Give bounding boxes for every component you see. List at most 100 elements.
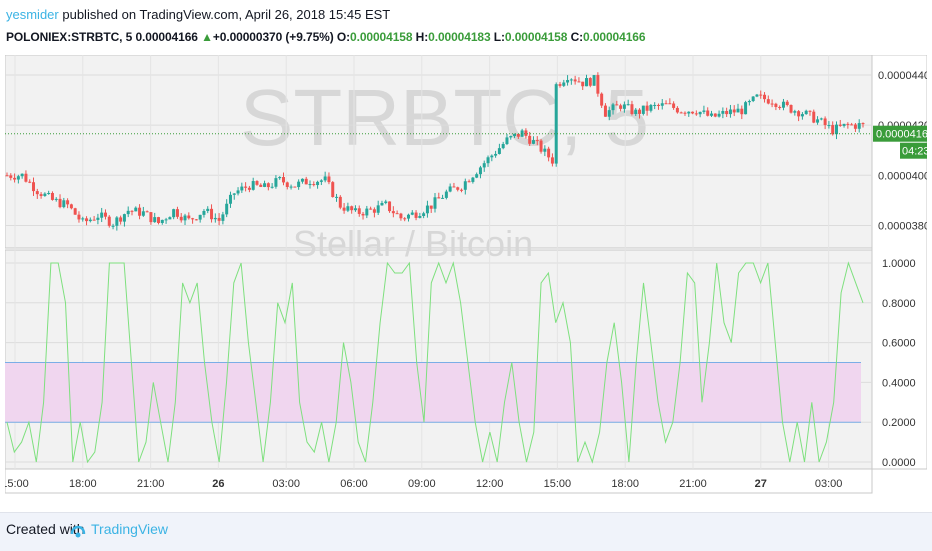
candle-body	[206, 208, 210, 212]
candle-body	[834, 124, 838, 135]
candle-body	[372, 209, 376, 213]
candle-body	[664, 103, 668, 105]
candle-body	[581, 81, 585, 87]
candle-body	[66, 200, 70, 205]
candle-body	[846, 123, 850, 125]
band-fill	[5, 362, 861, 423]
candle-body	[100, 212, 104, 218]
candle-body	[107, 216, 111, 226]
candle-body	[831, 125, 835, 135]
time-tick-labels: 15:00 18:00 21:00 26 03:00 06:00 09:00 12:00 15:…	[5, 478, 842, 490]
candle-body	[759, 94, 763, 96]
candle-body	[111, 225, 115, 227]
candle-body	[43, 193, 47, 196]
candle-body	[728, 109, 732, 115]
candle-body	[418, 216, 422, 218]
candle-body	[619, 105, 623, 109]
candle-body	[217, 217, 221, 221]
candle-body	[615, 104, 619, 106]
candle-body	[819, 118, 823, 120]
candle-body	[369, 208, 373, 210]
candle-body	[126, 210, 130, 215]
candle-body	[456, 187, 460, 190]
candle-body	[160, 219, 164, 223]
candle-body	[577, 81, 581, 83]
candle-body	[96, 217, 100, 220]
candle-body	[335, 196, 339, 198]
osc-tick-label: 0.0000	[882, 457, 916, 469]
candle-body	[266, 183, 270, 188]
change-value: +0.00000370 (+9.75%)	[212, 30, 334, 44]
candle-body	[274, 178, 278, 187]
oscillator-line	[6, 261, 864, 464]
candle-body	[660, 103, 664, 106]
candle-body	[236, 190, 240, 194]
author-link[interactable]: yesmider	[6, 7, 59, 22]
candle-body	[732, 109, 736, 113]
candle-body	[539, 140, 543, 152]
oscillator-pane[interactable]	[5, 249, 873, 470]
candle-body	[607, 110, 611, 117]
publish-line: yesmider published on TradingView.com, A…	[6, 7, 390, 22]
candle-body	[179, 216, 183, 221]
candle-body	[641, 105, 645, 114]
candle-body	[645, 105, 649, 111]
candle-body	[312, 184, 316, 186]
candle-body	[766, 99, 770, 104]
candle-body	[304, 178, 308, 185]
candle-body	[115, 217, 119, 226]
candle-body	[444, 191, 448, 198]
open-value: 0.00004158	[350, 30, 413, 44]
candle-body	[744, 102, 748, 115]
time-scale[interactable]	[5, 468, 873, 494]
countdown-badge	[900, 142, 927, 159]
candle-body	[691, 111, 695, 114]
candle-body	[24, 173, 28, 182]
current-price-badge	[873, 125, 927, 142]
time-tick-label: 18:00	[611, 478, 639, 490]
candle-body	[566, 80, 570, 83]
candle-body	[649, 105, 653, 111]
candle-body	[698, 111, 702, 115]
candle-body	[679, 112, 683, 114]
tradingview-logo-icon[interactable]	[70, 520, 86, 540]
candle-body	[740, 108, 744, 115]
candle-body	[656, 104, 660, 106]
current-price-label: 0.00004166	[876, 129, 927, 141]
candle-body	[573, 79, 577, 82]
candle-body	[395, 213, 399, 215]
time-tick-label: 12:00	[476, 478, 504, 490]
candle-body	[145, 211, 149, 213]
candle-body	[54, 198, 58, 200]
candle-body	[550, 157, 554, 164]
candle-body	[747, 101, 751, 103]
candle-body	[308, 184, 312, 186]
price-scale[interactable]	[871, 55, 927, 470]
candle-body	[774, 103, 778, 107]
candle-body	[827, 125, 831, 127]
candle-body	[482, 163, 486, 168]
candle-body	[194, 219, 198, 221]
candle-body	[516, 133, 520, 137]
candle-body	[289, 186, 293, 188]
candle-body	[763, 94, 767, 100]
created-with-text: Created with	[6, 521, 85, 537]
candle-body	[232, 193, 236, 195]
candle-body	[713, 113, 717, 117]
candle-body	[198, 214, 202, 220]
candle-body	[119, 217, 123, 222]
candle-body	[138, 207, 142, 216]
candle-body	[524, 130, 528, 136]
candle-body	[388, 201, 392, 212]
candle-body	[501, 144, 505, 149]
low-value: 0.00004158	[504, 30, 568, 44]
candle-body	[58, 198, 62, 208]
candle-body	[357, 208, 361, 214]
symbol-label[interactable]: POLONIEX:STRBTC, 5	[6, 30, 133, 44]
candle-body	[202, 211, 206, 215]
candle-body	[630, 104, 634, 115]
tradingview-link[interactable]: TradingView	[91, 521, 169, 537]
candle-body	[331, 182, 335, 198]
